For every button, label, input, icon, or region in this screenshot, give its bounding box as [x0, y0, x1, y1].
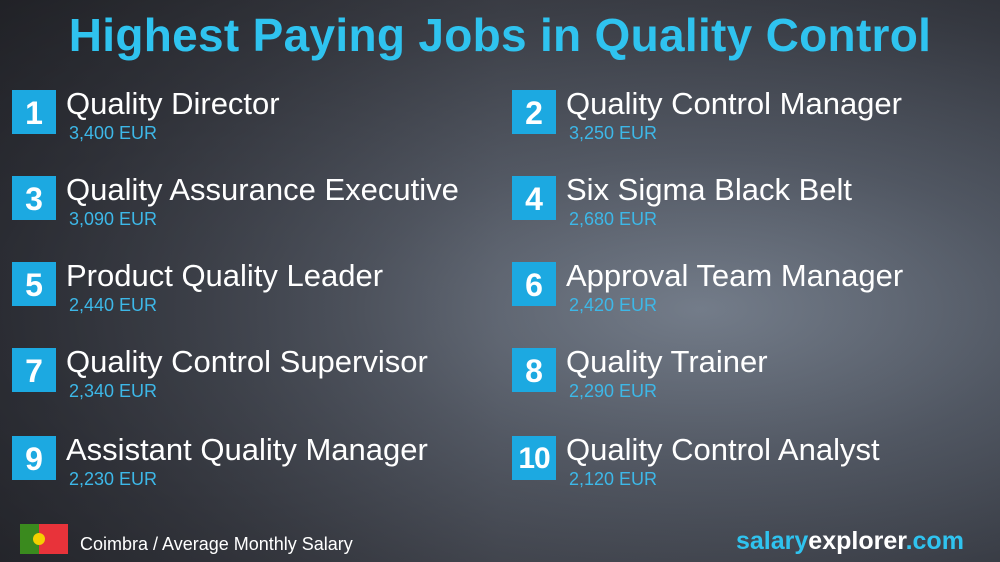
rank-badge: 9: [12, 436, 56, 480]
brand-part: explorer: [808, 527, 906, 555]
job-salary: 2,120 EUR: [569, 469, 658, 489]
job-salary: 2,680 EUR: [569, 209, 658, 229]
rank-badge: 8: [512, 348, 556, 392]
job-item: 7 Quality Control Supervisor 2,340 EUR: [12, 344, 492, 418]
job-salary: 2,440 EUR: [69, 295, 158, 315]
rank-badge: 3: [12, 176, 56, 220]
job-item: 4 Six Sigma Black Belt 2,680 EUR: [512, 172, 992, 246]
rank-badge: 10: [512, 436, 556, 480]
rank-badge: 1: [12, 90, 56, 134]
rank-badge: 4: [512, 176, 556, 220]
job-title: Approval Team Manager: [566, 258, 904, 293]
job-salary: 3,090 EUR: [69, 209, 158, 229]
job-title: Quality Control Supervisor: [66, 344, 428, 379]
location-label: Coimbra / Average Monthly Salary: [80, 534, 353, 554]
job-salary: 3,400 EUR: [69, 123, 158, 143]
page-title: Highest Paying Jobs in Quality Control: [68, 9, 932, 61]
rank-badge: 2: [512, 90, 556, 134]
job-salary: 3,250 EUR: [569, 123, 658, 143]
job-title: Quality Control Analyst: [566, 432, 880, 467]
brand-logo: salaryexplorer.com: [736, 527, 964, 556]
brand-part: salary: [736, 527, 809, 555]
job-salary: 2,420 EUR: [569, 295, 658, 315]
rank-badge: 7: [12, 348, 56, 392]
job-item: 10 Quality Control Analyst 2,120 EUR: [512, 432, 992, 506]
job-salary: 2,230 EUR: [69, 469, 158, 489]
portugal-flag-icon: [20, 524, 68, 554]
job-item: 5 Product Quality Leader 2,440 EUR: [12, 258, 492, 332]
job-salary: 2,290 EUR: [569, 381, 658, 401]
job-item: 8 Quality Trainer 2,290 EUR: [512, 344, 992, 418]
rank-badge: 5: [12, 262, 56, 306]
rank-badge: 6: [512, 262, 556, 306]
job-title: Quality Director: [66, 86, 280, 121]
job-title: Quality Control Manager: [566, 86, 902, 121]
job-salary: 2,340 EUR: [69, 381, 158, 401]
job-item: 9 Assistant Quality Manager 2,230 EUR: [12, 432, 492, 506]
job-title: Product Quality Leader: [66, 258, 384, 293]
job-item: 2 Quality Control Manager 3,250 EUR: [512, 86, 992, 160]
job-title: Quality Trainer: [566, 344, 768, 379]
job-item: 3 Quality Assurance Executive 3,090 EUR: [12, 172, 492, 246]
job-item: 1 Quality Director 3,400 EUR: [12, 86, 492, 160]
job-item: 6 Approval Team Manager 2,420 EUR: [512, 258, 992, 332]
job-title: Assistant Quality Manager: [66, 432, 428, 467]
job-title: Six Sigma Black Belt: [566, 172, 852, 207]
job-title: Quality Assurance Executive: [66, 172, 459, 207]
brand-part: .com: [905, 527, 964, 555]
